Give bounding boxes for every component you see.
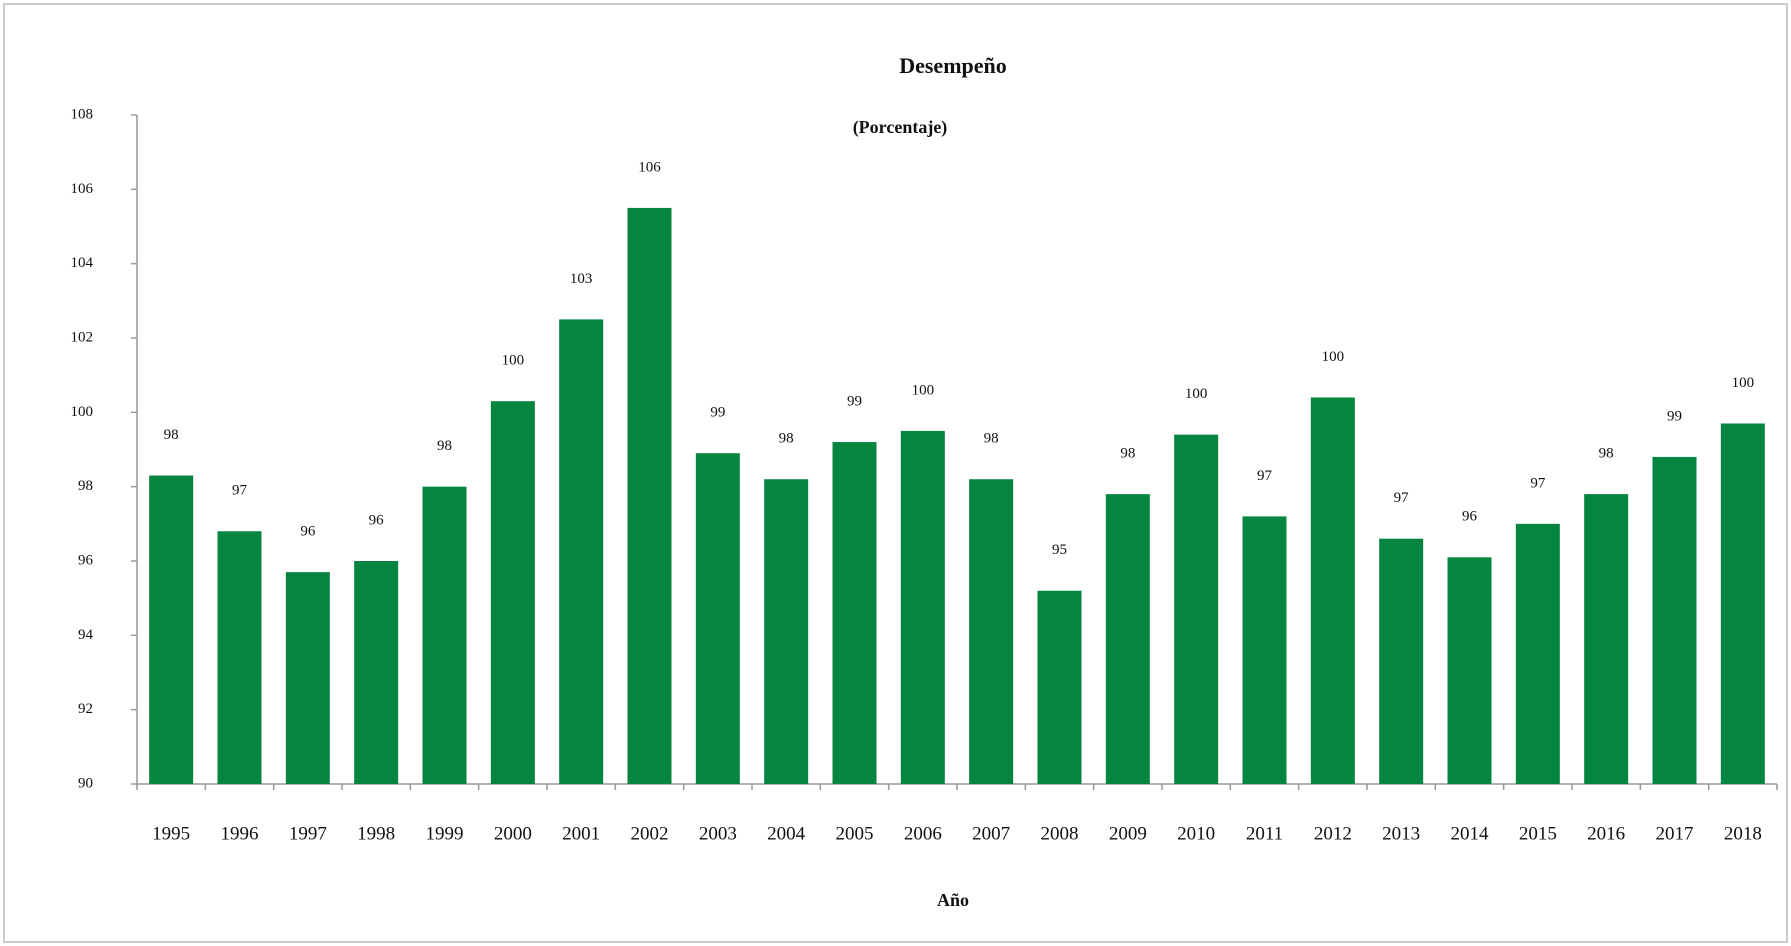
x-tick-label: 1995 (152, 823, 190, 844)
bar (1515, 523, 1560, 784)
bar (354, 561, 399, 784)
x-tick-label: 2014 (1451, 823, 1490, 844)
x-tick-label: 2005 (836, 823, 874, 844)
x-tick-label: 2012 (1314, 823, 1352, 844)
bar (1652, 456, 1697, 784)
value-label: 97 (1257, 468, 1273, 484)
value-label: 98 (984, 431, 999, 447)
bar (1037, 590, 1082, 784)
bar (1174, 434, 1219, 784)
value-label: 96 (300, 524, 316, 540)
x-tick-label: 2015 (1519, 823, 1557, 844)
value-label: 98 (164, 427, 179, 443)
x-tick-label: 2006 (904, 823, 942, 844)
bar (1720, 423, 1765, 784)
value-label: 98 (1599, 446, 1614, 462)
value-label: 97 (1530, 475, 1546, 491)
x-tick-label: 2017 (1656, 823, 1694, 844)
bar (900, 430, 945, 784)
x-tick-label: 2009 (1109, 823, 1147, 844)
bar (969, 479, 1014, 784)
y-tick-label: 108 (71, 106, 94, 122)
bar (149, 475, 194, 784)
bar (764, 479, 809, 784)
bar (627, 207, 672, 784)
value-label: 103 (570, 271, 593, 287)
x-tick-label: 2011 (1246, 823, 1283, 844)
value-label: 99 (847, 394, 862, 410)
bar (1379, 538, 1424, 784)
y-tick-label: 92 (78, 701, 93, 717)
value-label: 97 (1394, 490, 1410, 506)
x-tick-label: 2008 (1041, 823, 1079, 844)
value-label: 97 (232, 483, 248, 499)
x-tick-label: 2018 (1724, 823, 1762, 844)
bar (832, 442, 877, 784)
y-tick-label: 90 (78, 775, 93, 791)
bar (1105, 494, 1150, 784)
value-label: 96 (369, 512, 385, 528)
chart-frame (3, 3, 1788, 943)
x-tick-label: 1997 (289, 823, 327, 844)
bar (1242, 516, 1287, 784)
y-tick-label: 94 (78, 627, 94, 643)
y-tick-label: 98 (78, 478, 93, 494)
x-tick-label: 2002 (631, 823, 669, 844)
bar (1447, 557, 1492, 784)
bar (422, 486, 467, 784)
value-label: 96 (1462, 509, 1478, 525)
x-tick-label: 2007 (972, 823, 1010, 844)
y-tick-label: 96 (78, 552, 94, 568)
chart-subtitle: (Porcentaje) (853, 117, 948, 138)
value-label: 100 (502, 353, 525, 369)
value-label: 100 (1322, 349, 1345, 365)
x-tick-label: 2013 (1382, 823, 1420, 844)
bar (490, 401, 535, 784)
bar (1584, 494, 1629, 784)
bar (285, 572, 330, 784)
bar (559, 319, 604, 784)
x-tick-label: 1998 (357, 823, 395, 844)
value-label: 106 (638, 159, 661, 175)
bar (695, 453, 740, 784)
bar (1310, 397, 1355, 784)
value-label: 99 (1667, 408, 1682, 424)
x-tick-label: 1999 (426, 823, 464, 844)
value-label: 100 (1732, 375, 1755, 391)
x-tick-label: 2003 (699, 823, 737, 844)
value-label: 99 (710, 405, 725, 421)
chart-title: Desempeño (899, 53, 1007, 78)
x-tick-label: 2001 (562, 823, 600, 844)
x-tick-label: 2000 (494, 823, 532, 844)
bar (217, 531, 262, 784)
x-tick-label: 2016 (1587, 823, 1625, 844)
y-tick-label: 106 (71, 181, 94, 197)
value-label: 98 (1120, 446, 1135, 462)
y-tick-label: 104 (71, 255, 94, 271)
x-tick-label: 2010 (1177, 823, 1215, 844)
value-label: 98 (437, 438, 452, 454)
x-axis-title: Año (937, 890, 969, 910)
x-tick-label: 1996 (221, 823, 259, 844)
x-tick-label: 2004 (767, 823, 806, 844)
value-label: 100 (1185, 386, 1208, 402)
value-label: 98 (779, 431, 794, 447)
value-label: 100 (912, 382, 935, 398)
y-tick-label: 102 (71, 329, 94, 345)
y-tick-label: 100 (71, 404, 94, 420)
value-label: 95 (1052, 542, 1067, 558)
